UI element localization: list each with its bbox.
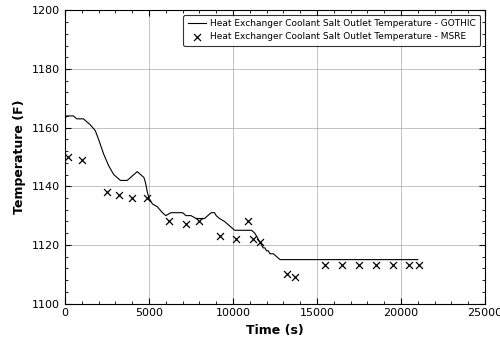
Heat Exchanger Coolant Salt Outlet Temperature - MSRE: [103, 189, 111, 195]
Heat Exchanger Coolant Salt Outlet Temperature - MSRE: [372, 263, 380, 268]
Heat Exchanger Coolant Salt Outlet Temperature - MSRE: [256, 239, 264, 245]
Heat Exchanger Coolant Salt Outlet Temperature - MSRE: [406, 263, 413, 268]
Heat Exchanger Coolant Salt Outlet Temperature - MSRE: [216, 233, 224, 239]
Heat Exchanger Coolant Salt Outlet Temperature - MSRE: [355, 263, 363, 268]
Heat Exchanger Coolant Salt Outlet Temperature - GOTHIC: [154, 205, 160, 209]
Heat Exchanger Coolant Salt Outlet Temperature - GOTHIC: [267, 252, 273, 256]
Heat Exchanger Coolant Salt Outlet Temperature - MSRE: [416, 263, 424, 268]
Heat Exchanger Coolant Salt Outlet Temperature - MSRE: [165, 219, 173, 224]
Heat Exchanger Coolant Salt Outlet Temperature - MSRE: [291, 274, 299, 280]
Heat Exchanger Coolant Salt Outlet Temperature - MSRE: [244, 219, 252, 224]
Heat Exchanger Coolant Salt Outlet Temperature - MSRE: [182, 221, 190, 227]
Heat Exchanger Coolant Salt Outlet Temperature - MSRE: [115, 192, 123, 198]
Y-axis label: Temperature (F): Temperature (F): [14, 100, 26, 214]
Heat Exchanger Coolant Salt Outlet Temperature - MSRE: [283, 272, 291, 277]
X-axis label: Time (s): Time (s): [246, 324, 304, 337]
Legend: Heat Exchanger Coolant Salt Outlet Temperature - GOTHIC, Heat Exchanger Coolant : Heat Exchanger Coolant Salt Outlet Tempe…: [183, 15, 480, 46]
Heat Exchanger Coolant Salt Outlet Temperature - GOTHIC: [87, 122, 93, 127]
Line: Heat Exchanger Coolant Salt Outlet Temperature - GOTHIC: Heat Exchanger Coolant Salt Outlet Tempe…: [65, 116, 418, 259]
Heat Exchanger Coolant Salt Outlet Temperature - MSRE: [322, 263, 330, 268]
Heat Exchanger Coolant Salt Outlet Temperature - MSRE: [196, 219, 203, 224]
Heat Exchanger Coolant Salt Outlet Temperature - MSRE: [128, 195, 136, 201]
Heat Exchanger Coolant Salt Outlet Temperature - GOTHIC: [277, 257, 283, 262]
Heat Exchanger Coolant Salt Outlet Temperature - MSRE: [232, 236, 240, 242]
Heat Exchanger Coolant Salt Outlet Temperature - GOTHIC: [64, 114, 70, 118]
Heat Exchanger Coolant Salt Outlet Temperature - GOTHIC: [212, 210, 218, 215]
Heat Exchanger Coolant Salt Outlet Temperature - GOTHIC: [415, 257, 421, 262]
Heat Exchanger Coolant Salt Outlet Temperature - MSRE: [338, 263, 346, 268]
Heat Exchanger Coolant Salt Outlet Temperature - GOTHIC: [62, 117, 68, 121]
Heat Exchanger Coolant Salt Outlet Temperature - GOTHIC: [242, 228, 248, 232]
Heat Exchanger Coolant Salt Outlet Temperature - MSRE: [78, 157, 86, 162]
Heat Exchanger Coolant Salt Outlet Temperature - MSRE: [249, 236, 257, 242]
Heat Exchanger Coolant Salt Outlet Temperature - GOTHIC: [248, 228, 254, 232]
Heat Exchanger Coolant Salt Outlet Temperature - MSRE: [388, 263, 396, 268]
Heat Exchanger Coolant Salt Outlet Temperature - MSRE: [64, 154, 72, 160]
Heat Exchanger Coolant Salt Outlet Temperature - MSRE: [144, 195, 152, 201]
